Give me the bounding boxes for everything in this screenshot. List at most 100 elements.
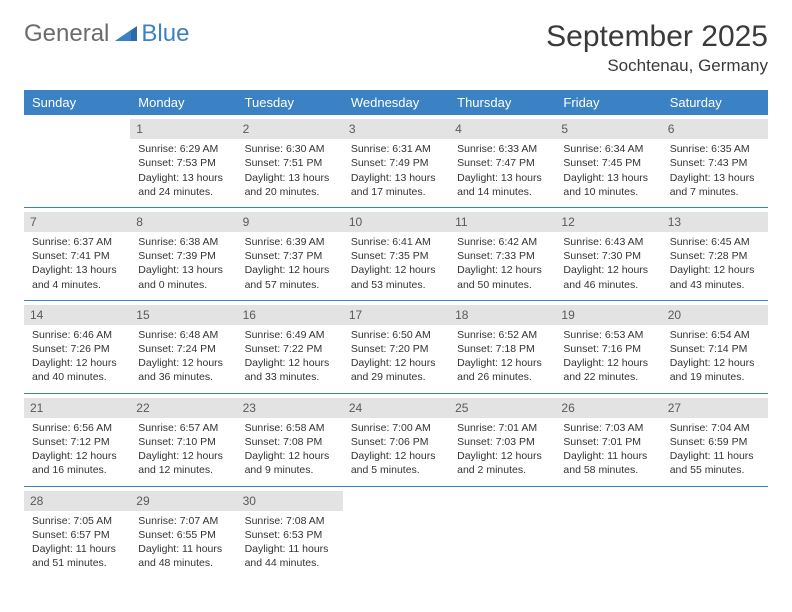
- daylight-text: Daylight: 12 hours and 9 minutes.: [245, 449, 335, 477]
- daylight-text: Daylight: 13 hours and 10 minutes.: [563, 171, 653, 199]
- day-cell: [662, 487, 768, 579]
- daylight-text: Daylight: 12 hours and 19 minutes.: [670, 356, 760, 384]
- daylight-text: Daylight: 13 hours and 7 minutes.: [670, 171, 760, 199]
- sunrise-text: Sunrise: 7:08 AM: [245, 514, 335, 528]
- day-cell: 26Sunrise: 7:03 AMSunset: 7:01 PMDayligh…: [555, 394, 661, 486]
- day-header: Saturday: [662, 90, 768, 115]
- daylight-text: Daylight: 13 hours and 0 minutes.: [138, 263, 228, 291]
- day-cell: [24, 115, 130, 207]
- day-cell: 16Sunrise: 6:49 AMSunset: 7:22 PMDayligh…: [237, 301, 343, 393]
- sunrise-text: Sunrise: 6:31 AM: [351, 142, 441, 156]
- daylight-text: Daylight: 11 hours and 58 minutes.: [563, 449, 653, 477]
- day-number: 2: [237, 119, 343, 139]
- day-header-row: Sunday Monday Tuesday Wednesday Thursday…: [24, 90, 768, 115]
- day-cell: [449, 487, 555, 579]
- sunset-text: Sunset: 7:30 PM: [563, 249, 653, 263]
- sunrise-text: Sunrise: 6:29 AM: [138, 142, 228, 156]
- day-number: 7: [24, 212, 130, 232]
- month-title: September 2025: [546, 20, 768, 54]
- week-row: 1Sunrise: 6:29 AMSunset: 7:53 PMDaylight…: [24, 115, 768, 207]
- sunrise-text: Sunrise: 6:48 AM: [138, 328, 228, 342]
- day-number: 21: [24, 398, 130, 418]
- day-number: 1: [130, 119, 236, 139]
- day-cell: 27Sunrise: 7:04 AMSunset: 6:59 PMDayligh…: [662, 394, 768, 486]
- sunset-text: Sunset: 7:06 PM: [351, 435, 441, 449]
- sunset-text: Sunset: 7:43 PM: [670, 156, 760, 170]
- day-number: 20: [662, 305, 768, 325]
- daylight-text: Daylight: 13 hours and 14 minutes.: [457, 171, 547, 199]
- sunrise-text: Sunrise: 6:41 AM: [351, 235, 441, 249]
- sunrise-text: Sunrise: 6:33 AM: [457, 142, 547, 156]
- day-number: 5: [555, 119, 661, 139]
- calendar-table: Sunday Monday Tuesday Wednesday Thursday…: [24, 90, 768, 578]
- sunrise-text: Sunrise: 7:04 AM: [670, 421, 760, 435]
- sunset-text: Sunset: 6:55 PM: [138, 528, 228, 542]
- day-cell: 13Sunrise: 6:45 AMSunset: 7:28 PMDayligh…: [662, 208, 768, 300]
- daylight-text: Daylight: 12 hours and 36 minutes.: [138, 356, 228, 384]
- day-cell: 9Sunrise: 6:39 AMSunset: 7:37 PMDaylight…: [237, 208, 343, 300]
- daylight-text: Daylight: 11 hours and 55 minutes.: [670, 449, 760, 477]
- day-cell: 30Sunrise: 7:08 AMSunset: 6:53 PMDayligh…: [237, 487, 343, 579]
- day-number: 29: [130, 491, 236, 511]
- day-cell: 29Sunrise: 7:07 AMSunset: 6:55 PMDayligh…: [130, 487, 236, 579]
- sunset-text: Sunset: 7:10 PM: [138, 435, 228, 449]
- sunrise-text: Sunrise: 6:30 AM: [245, 142, 335, 156]
- day-number: 16: [237, 305, 343, 325]
- day-cell: 11Sunrise: 6:42 AMSunset: 7:33 PMDayligh…: [449, 208, 555, 300]
- sunset-text: Sunset: 7:33 PM: [457, 249, 547, 263]
- sunset-text: Sunset: 7:49 PM: [351, 156, 441, 170]
- daylight-text: Daylight: 12 hours and 2 minutes.: [457, 449, 547, 477]
- day-cell: 18Sunrise: 6:52 AMSunset: 7:18 PMDayligh…: [449, 301, 555, 393]
- sunrise-text: Sunrise: 6:50 AM: [351, 328, 441, 342]
- week-row: 21 Sunrise: 6:56 AMSunset: 7:12 PM Dayligh…: [24, 394, 768, 486]
- day-number: 26: [555, 398, 661, 418]
- day-cell: 14Sunrise: 6:46 AMSunset: 7:26 PMDayligh…: [24, 301, 130, 393]
- sunrise-text: Sunrise: 6:38 AM: [138, 235, 228, 249]
- day-number: 15: [130, 305, 236, 325]
- sunset-text: Sunset: 7:41 PM: [32, 249, 122, 263]
- sunrise-text: Sunrise: 7:03 AM: [563, 421, 653, 435]
- logo: General Blue: [24, 20, 189, 48]
- day-cell: 21Sunrise: 6:56 AMSunset: 7:12 PMDayligh…: [24, 394, 130, 486]
- daylight-text: Daylight: 12 hours and 46 minutes.: [563, 263, 653, 291]
- day-header: Wednesday: [343, 90, 449, 115]
- day-cell: 8Sunrise: 6:38 AMSunset: 7:39 PMDaylight…: [130, 208, 236, 300]
- daylight-text: Daylight: 12 hours and 29 minutes.: [351, 356, 441, 384]
- title-block: September 2025 Sochtenau, Germany: [546, 20, 768, 76]
- day-cell: 25Sunrise: 7:01 AMSunset: 7:03 PMDayligh…: [449, 394, 555, 486]
- day-cell: 2Sunrise: 6:30 AMSunset: 7:51 PMDaylight…: [237, 115, 343, 207]
- logo-text-gray: General: [24, 20, 109, 48]
- sunset-text: Sunset: 7:39 PM: [138, 249, 228, 263]
- sunrise-text: Sunrise: 6:37 AM: [32, 235, 122, 249]
- day-number: 9: [237, 212, 343, 232]
- sunset-text: Sunset: 7:22 PM: [245, 342, 335, 356]
- sunrise-text: Sunrise: 7:07 AM: [138, 514, 228, 528]
- week-row: 14Sunrise: 6:46 AMSunset: 7:26 PMDayligh…: [24, 301, 768, 393]
- day-cell: 10Sunrise: 6:41 AMSunset: 7:35 PMDayligh…: [343, 208, 449, 300]
- daylight-text: Daylight: 12 hours and 26 minutes.: [457, 356, 547, 384]
- sunrise-text: Sunrise: 6:45 AM: [670, 235, 760, 249]
- day-cell: 7 Sunrise: 6:37 AMSunset: 7:41 PMDaylight…: [24, 208, 130, 300]
- day-cell: 17Sunrise: 6:50 AMSunset: 7:20 PMDayligh…: [343, 301, 449, 393]
- sunset-text: Sunset: 7:14 PM: [670, 342, 760, 356]
- sunset-text: Sunset: 7:08 PM: [245, 435, 335, 449]
- day-cell: 4Sunrise: 6:33 AMSunset: 7:47 PMDaylight…: [449, 115, 555, 207]
- sunset-text: Sunset: 7:12 PM: [32, 435, 122, 449]
- sunrise-text: Sunrise: 6:52 AM: [457, 328, 547, 342]
- day-number: 11: [449, 212, 555, 232]
- sunrise-text: Sunrise: 6:58 AM: [245, 421, 335, 435]
- sunset-text: Sunset: 7:51 PM: [245, 156, 335, 170]
- day-number: 18: [449, 305, 555, 325]
- location: Sochtenau, Germany: [546, 56, 768, 76]
- day-cell: 1Sunrise: 6:29 AMSunset: 7:53 PMDaylight…: [130, 115, 236, 207]
- sunrise-text: Sunrise: 6:53 AM: [563, 328, 653, 342]
- sunrise-text: Sunrise: 6:39 AM: [245, 235, 335, 249]
- sunrise-text: Sunrise: 6:56 AM: [32, 421, 122, 435]
- day-number: 14: [24, 305, 130, 325]
- week-row: 28Sunrise: 7:05 AMSunset: 6:57 PMDayligh…: [24, 487, 768, 579]
- sunrise-text: Sunrise: 6:42 AM: [457, 235, 547, 249]
- daylight-text: Daylight: 13 hours and 4 minutes.: [32, 263, 122, 291]
- day-cell: [343, 487, 449, 579]
- day-number: 10: [343, 212, 449, 232]
- day-header: Thursday: [449, 90, 555, 115]
